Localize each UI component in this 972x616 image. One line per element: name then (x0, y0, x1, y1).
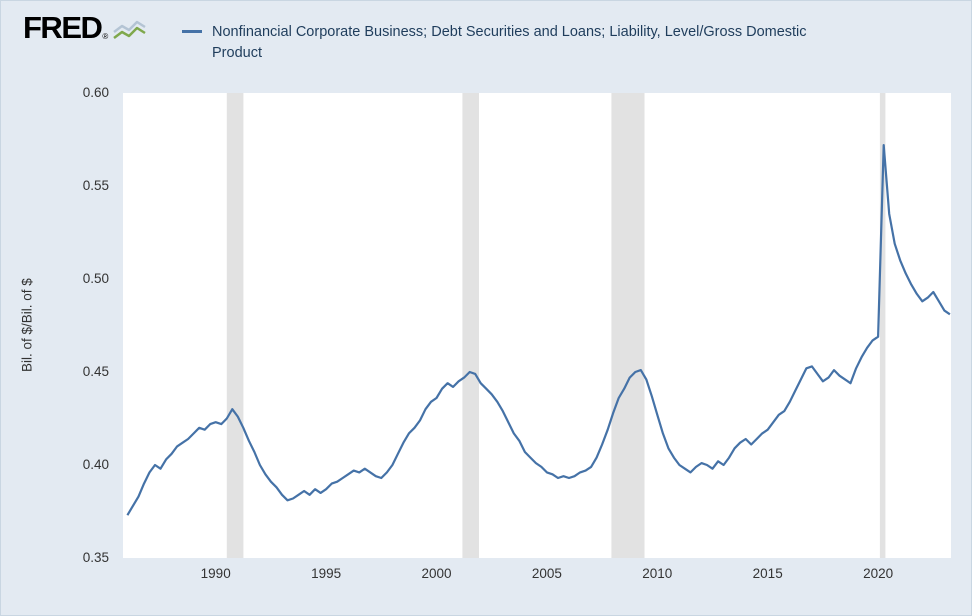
y-axis-tick-label: 0.50 (82, 271, 109, 286)
recession-band (462, 93, 479, 558)
legend-series-title: Nonfinancial Corporate Business; Debt Se… (212, 22, 807, 64)
y-axis-tick-label: 0.35 (82, 550, 109, 565)
x-axis-tick-label: 1990 (200, 566, 231, 581)
x-axis-tick-label: 1995 (311, 566, 342, 581)
series-line (126, 144, 951, 516)
x-axis-tick-label: 2015 (752, 566, 783, 581)
legend-line-marker (182, 30, 202, 33)
x-axis-tick-label: 2010 (642, 566, 673, 581)
fred-logo[interactable]: FRED ® (23, 10, 147, 45)
recession-band (879, 93, 886, 558)
y-axis-tick-label: 0.40 (82, 457, 109, 472)
y-axis-tick-label: 0.55 (82, 178, 109, 193)
fred-sparkline-icon (113, 20, 146, 39)
y-axis-tick-label: 0.45 (82, 364, 109, 379)
y-axis-title: Bil. of $/Bil. of $ (19, 278, 35, 373)
plot-area[interactable] (123, 93, 951, 558)
chart-canvas[interactable] (123, 93, 951, 558)
recession-band (611, 93, 645, 558)
recession-band (226, 93, 244, 558)
x-axis-tick-label: 2005 (531, 566, 562, 581)
fred-logo-text: FRED (23, 10, 103, 45)
legend-series-title-line1: Nonfinancial Corporate Business; Debt Se… (212, 24, 807, 40)
y-axis-tick-label: 0.60 (82, 85, 109, 100)
x-axis-tick-label: 2000 (421, 566, 452, 581)
registered-trademark-icon: ® (102, 32, 109, 41)
x-axis-tick-label: 2020 (863, 566, 894, 581)
legend-series-title-line2: Product (212, 45, 262, 61)
legend: Nonfinancial Corporate Business; Debt Se… (182, 22, 807, 64)
